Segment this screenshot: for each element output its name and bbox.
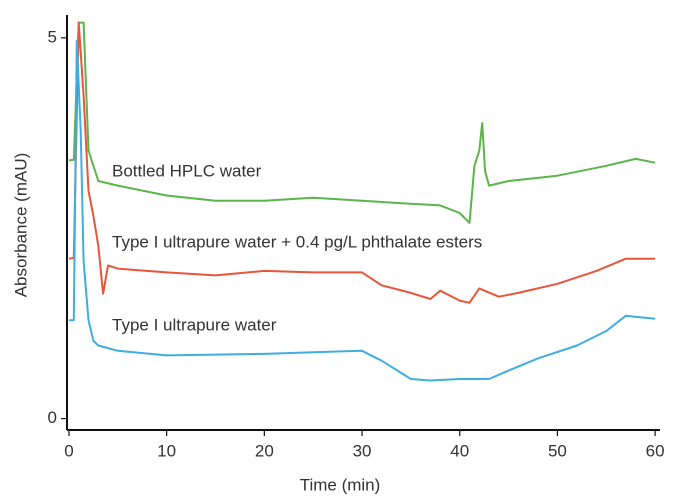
x-tick-label: 10 xyxy=(157,441,176,460)
series-line xyxy=(68,21,656,224)
x-tick-label: 60 xyxy=(646,441,665,460)
series-label: Type I ultrapure water xyxy=(112,315,277,334)
x-tick-label: 30 xyxy=(353,441,372,460)
x-tick-label: 0 xyxy=(64,441,73,460)
x-axis-label: Time (min) xyxy=(300,475,381,494)
series-label: Bottled HPLC water xyxy=(112,161,262,180)
x-tick-label: 50 xyxy=(548,441,567,460)
x-tick-label: 40 xyxy=(450,441,469,460)
series-line xyxy=(69,39,656,382)
series-label: Type I ultrapure water + 0.4 pg/L phthal… xyxy=(112,232,482,251)
x-tick-label: 20 xyxy=(255,441,274,460)
series-line xyxy=(68,21,656,304)
y-axis-label: Absorbance (mAU) xyxy=(11,153,30,298)
y-tick-label: 0 xyxy=(48,408,57,427)
y-tick-label: 5 xyxy=(48,27,57,46)
